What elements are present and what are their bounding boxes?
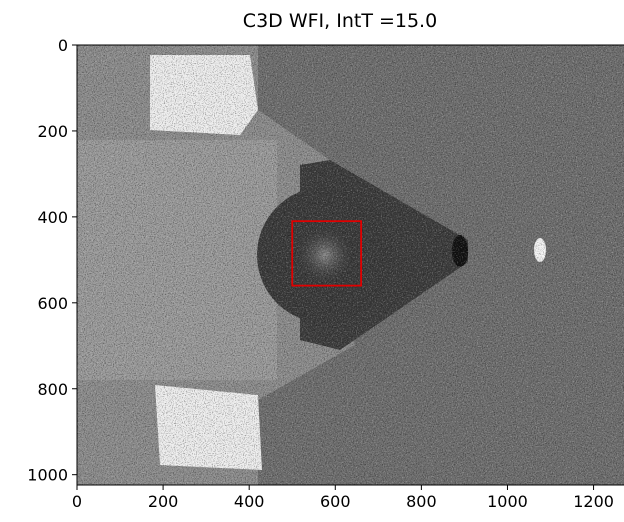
chart-title: C3D WFI, IntT =15.0 — [243, 10, 437, 32]
y-tick-label: 400 — [37, 208, 68, 227]
y-tick-label: 0 — [58, 36, 68, 55]
y-tick-label: 1000 — [27, 466, 68, 485]
x-tick-label: 1000 — [487, 492, 528, 511]
x-tick-label: 1200 — [573, 492, 614, 511]
y-tick-label: 600 — [37, 294, 68, 313]
y-tick-label: 800 — [37, 380, 68, 399]
x-tick-label: 600 — [320, 492, 351, 511]
axes-frame — [76, 44, 624, 486]
x-tick-label: 200 — [148, 492, 179, 511]
y-tick-label: 200 — [37, 122, 68, 141]
x-tick-label: 800 — [406, 492, 437, 511]
x-tick-label: 0 — [72, 492, 82, 511]
x-tick-label: 400 — [234, 492, 265, 511]
roi-box — [291, 220, 363, 287]
image — [77, 45, 624, 485]
